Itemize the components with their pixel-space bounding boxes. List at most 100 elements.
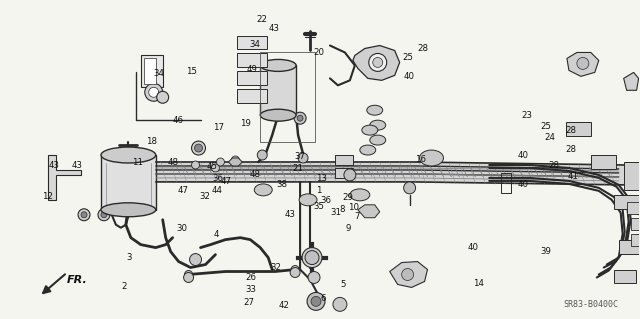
Text: 41: 41	[568, 172, 579, 181]
Ellipse shape	[350, 189, 370, 201]
Circle shape	[294, 112, 306, 124]
Text: 17: 17	[212, 122, 223, 132]
Bar	[237, 54, 268, 67]
Circle shape	[211, 164, 220, 172]
Text: 46: 46	[173, 116, 184, 125]
Text: 9: 9	[346, 224, 351, 233]
Text: 36: 36	[321, 196, 332, 205]
Ellipse shape	[362, 125, 378, 135]
Circle shape	[311, 296, 321, 306]
Circle shape	[98, 209, 110, 221]
Text: 40: 40	[467, 243, 479, 252]
Text: 6: 6	[321, 294, 326, 303]
Text: 14: 14	[472, 279, 484, 288]
Text: 30: 30	[176, 224, 188, 233]
Bar	[619, 240, 640, 254]
Text: 43: 43	[269, 24, 280, 33]
Circle shape	[369, 54, 387, 71]
Circle shape	[184, 272, 193, 282]
Text: 5: 5	[341, 280, 346, 289]
Text: 21: 21	[292, 164, 303, 173]
Text: 44: 44	[211, 186, 222, 195]
Text: 31: 31	[330, 208, 341, 217]
Text: 36: 36	[212, 174, 223, 183]
Circle shape	[157, 91, 169, 103]
Circle shape	[308, 271, 320, 284]
Bar	[141, 56, 163, 87]
Circle shape	[402, 269, 413, 280]
Circle shape	[333, 297, 347, 311]
Text: 1: 1	[316, 186, 321, 195]
Text: 40: 40	[404, 72, 415, 81]
Text: 19: 19	[240, 119, 251, 129]
Ellipse shape	[101, 203, 156, 217]
Ellipse shape	[260, 59, 296, 71]
Text: FR.: FR.	[67, 276, 88, 286]
Bar	[335, 155, 353, 165]
Text: 20: 20	[313, 48, 324, 57]
Text: 25: 25	[541, 122, 552, 131]
Bar	[335, 168, 353, 178]
Text: 47: 47	[177, 186, 189, 195]
Bar	[623, 162, 640, 190]
Ellipse shape	[370, 120, 386, 130]
Text: 7: 7	[354, 212, 360, 221]
Text: 34: 34	[154, 69, 164, 78]
Text: 45: 45	[206, 162, 217, 171]
Bar	[144, 58, 156, 84]
Text: 10: 10	[348, 203, 359, 211]
Polygon shape	[567, 52, 599, 76]
Ellipse shape	[360, 145, 376, 155]
Text: 42: 42	[278, 301, 289, 310]
Bar	[630, 218, 640, 230]
Circle shape	[634, 205, 640, 215]
Circle shape	[404, 182, 415, 194]
Circle shape	[145, 83, 163, 101]
Circle shape	[148, 87, 159, 97]
Text: 43: 43	[49, 161, 60, 170]
Circle shape	[81, 212, 87, 218]
Circle shape	[634, 235, 640, 245]
Polygon shape	[390, 262, 428, 287]
Circle shape	[577, 57, 589, 70]
Text: 3: 3	[126, 254, 132, 263]
Polygon shape	[228, 158, 243, 166]
Text: 38: 38	[276, 180, 287, 189]
Circle shape	[191, 161, 200, 169]
Ellipse shape	[420, 150, 444, 166]
Bar	[260, 65, 296, 115]
Polygon shape	[358, 205, 380, 218]
Text: 16: 16	[415, 155, 426, 164]
Bar	[614, 270, 636, 284]
Circle shape	[297, 115, 303, 121]
Polygon shape	[48, 155, 81, 200]
Bar	[566, 122, 591, 136]
Circle shape	[189, 254, 202, 265]
Text: 25: 25	[403, 53, 413, 62]
Text: 27: 27	[243, 298, 254, 307]
Text: 40: 40	[517, 181, 528, 189]
Ellipse shape	[260, 109, 296, 121]
Text: 48: 48	[168, 158, 179, 167]
Polygon shape	[156, 162, 623, 185]
Text: 35: 35	[313, 202, 324, 211]
Bar	[237, 71, 268, 85]
Circle shape	[257, 150, 268, 160]
Circle shape	[184, 271, 193, 278]
Text: 12: 12	[42, 192, 53, 201]
Text: 43: 43	[71, 161, 82, 170]
Text: 28: 28	[548, 161, 559, 170]
Ellipse shape	[299, 194, 317, 206]
Text: 18: 18	[147, 137, 157, 145]
Text: 43: 43	[285, 210, 296, 219]
Circle shape	[291, 265, 299, 273]
Bar	[501, 173, 511, 193]
Polygon shape	[353, 46, 399, 80]
Circle shape	[195, 144, 202, 152]
Text: 47: 47	[221, 177, 232, 186]
Text: 32: 32	[270, 263, 281, 272]
Polygon shape	[623, 72, 639, 90]
Circle shape	[305, 251, 319, 264]
Text: 2: 2	[122, 282, 127, 291]
Text: SR83-B0400C: SR83-B0400C	[564, 300, 619, 309]
